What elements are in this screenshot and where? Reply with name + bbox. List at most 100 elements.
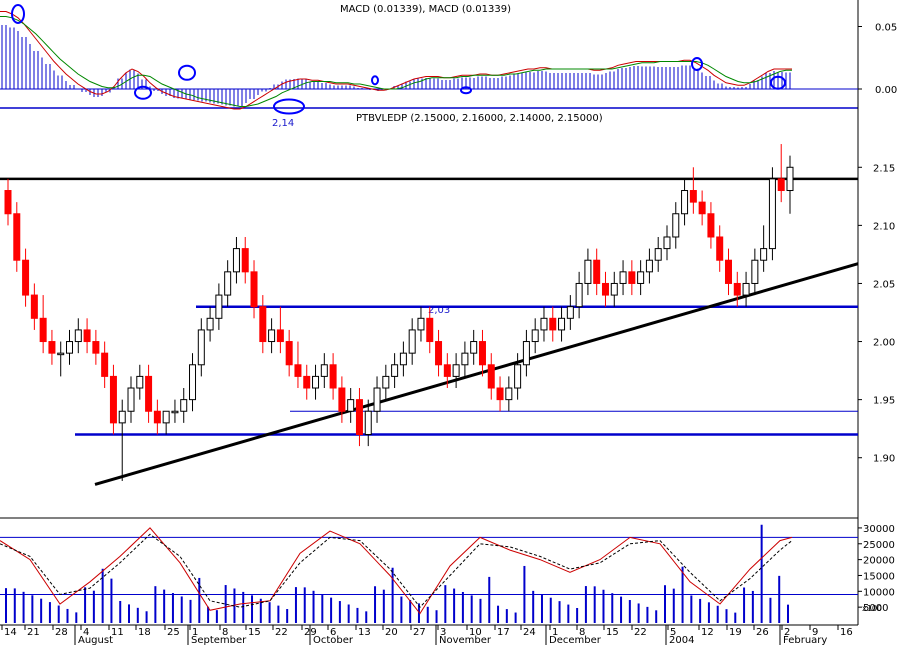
candle-body [171, 410, 179, 414]
x-day-label: 6 [330, 627, 336, 638]
candle-body [373, 387, 381, 412]
candle-body [83, 329, 91, 343]
candle-body [637, 271, 645, 284]
price-layer: 2.15 2.10 2.05 2.00 1.95 1.90 [0, 144, 895, 486]
candle-body [733, 282, 741, 296]
candle-body [153, 410, 161, 424]
candle-body [180, 399, 188, 412]
x-month-label: 2004 [669, 635, 694, 645]
x-day-label: 1 [552, 627, 558, 638]
candle-body [232, 248, 240, 273]
candle-body [777, 178, 785, 192]
candle-body [558, 317, 566, 331]
x-day-label: 21 [27, 627, 40, 638]
candle-body [408, 329, 416, 354]
candle-body [426, 317, 434, 343]
candle-body [285, 341, 293, 366]
x-day-label: 2 [784, 627, 790, 638]
crossover-circle [691, 57, 703, 71]
x-day-label: 8 [579, 627, 585, 638]
crossover-circle [460, 86, 472, 95]
candle-body [13, 213, 21, 261]
stochastic-d-line [0, 533, 793, 608]
candle-body [707, 213, 715, 238]
candle-body [443, 364, 451, 377]
macd-y-tick-label: 0.00 [875, 85, 897, 96]
candle-body [514, 364, 522, 389]
crossover-circle [273, 98, 305, 115]
candle-body [189, 364, 197, 401]
candle-body [364, 410, 372, 435]
x-day-label: 11 [111, 627, 124, 638]
candle-body [610, 282, 618, 296]
candle-body [206, 317, 214, 331]
candle-body [478, 341, 486, 366]
x-day-label: 28 [55, 627, 68, 638]
candle-body [136, 375, 144, 389]
x-month-label: December [549, 635, 602, 645]
x-day-label: 22 [275, 627, 288, 638]
candle-body [645, 259, 653, 273]
x-day-label: 15 [248, 627, 261, 638]
candle-body [584, 259, 592, 284]
candle-body [4, 190, 12, 215]
x-day-label: 25 [167, 627, 180, 638]
x-day-label: 27 [413, 627, 426, 638]
candle-body [496, 387, 504, 401]
macd-title: MACD (0.01339), MACD (0.01339) [340, 4, 511, 15]
macd-layer: 0.05 0.00 [0, 4, 897, 115]
volume-units-label: x100 [862, 604, 882, 613]
x-day-label: 17 [497, 627, 510, 638]
candle-body [162, 410, 170, 424]
candle-body [347, 399, 355, 412]
macd-line [0, 11, 792, 110]
x-day-label: 4 [83, 627, 89, 638]
candle-body [768, 178, 776, 250]
candle-body [355, 399, 363, 435]
volume-y-tick-label: 5000 [863, 603, 888, 614]
candle-body [66, 341, 74, 354]
macd-signal-line [0, 16, 792, 107]
candle-body [224, 271, 232, 296]
crossover-circle [371, 75, 379, 86]
x-day-label: 12 [701, 627, 714, 638]
annotation-2-03: 2,03 [428, 305, 450, 316]
x-day-label: 26 [756, 627, 769, 638]
x-day-label: 14 [4, 627, 17, 638]
x-day-label: 5 [670, 627, 676, 638]
candle-body [294, 364, 302, 377]
candle-body [391, 364, 399, 377]
volume-y-tick-label: 15000 [863, 571, 895, 582]
candle-body [751, 259, 759, 284]
candle-body [417, 317, 425, 331]
crossover-circle [178, 64, 196, 81]
candle-body [461, 352, 469, 366]
x-month-label: February [783, 635, 827, 645]
volume-y-tick-label: 20000 [863, 556, 895, 567]
x-day-label: 8 [222, 627, 228, 638]
candle-body [74, 329, 82, 343]
crossover-circle [770, 75, 786, 90]
candle-body [689, 190, 697, 203]
candle-body [48, 341, 56, 354]
x-day-label: 19 [729, 627, 742, 638]
volume-y-tick-label: 30000 [863, 524, 895, 535]
candle-body [487, 364, 495, 389]
candle-body [320, 364, 328, 377]
candle-body [470, 341, 478, 354]
candle-body [312, 375, 320, 389]
x-month-label: October [313, 635, 354, 645]
candle-body [329, 364, 337, 389]
axis-layer: 1421284111825181522296132027310172418152… [1, 625, 853, 645]
candle-body [118, 410, 126, 424]
candle-body [628, 271, 636, 284]
x-day-label: 15 [606, 627, 619, 638]
price-y-tick-label: 2.00 [873, 338, 895, 349]
candle-body [109, 375, 117, 424]
candle-body [724, 259, 732, 284]
stochastic-k-line [0, 527, 793, 615]
x-day-label: 3 [440, 627, 446, 638]
candle-body [127, 387, 135, 412]
lower-layer: 30000 25000 20000 15000 10000 5000 [0, 524, 895, 623]
candle-body [22, 259, 30, 296]
